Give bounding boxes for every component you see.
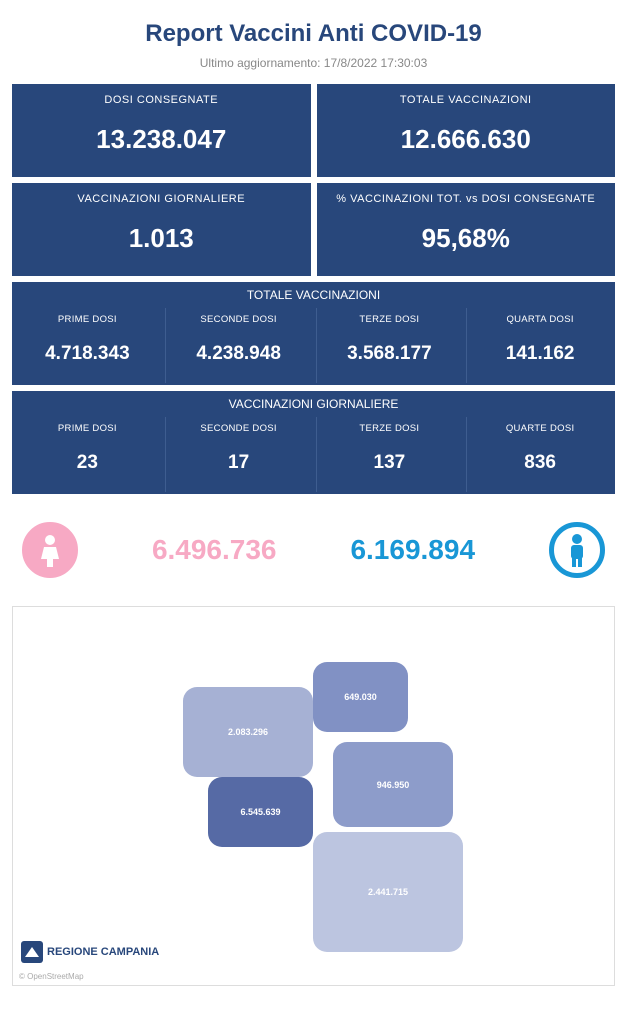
- dose-label: SECONDE DOSI: [168, 314, 310, 325]
- dose-cell: SECONDE DOSI 4.238.948: [165, 308, 312, 383]
- dose-cell: QUARTA DOSI 141.162: [466, 308, 613, 383]
- card-label: % VACCINAZIONI TOT. vs DOSI CONSEGNATE: [323, 193, 610, 205]
- last-updated: Ultimo aggiornamento: 17/8/2022 17:30:03: [12, 56, 615, 70]
- female-icon: [22, 522, 78, 578]
- dose-value: 17: [168, 452, 310, 474]
- card-value: 95,68%: [323, 223, 610, 254]
- card-delivered: DOSI CONSEGNATE 13.238.047: [12, 84, 311, 177]
- page-title: Report Vaccini Anti COVID-19: [12, 20, 615, 48]
- dose-value: 3.568.177: [319, 343, 461, 365]
- dose-cell: TERZE DOSI 3.568.177: [316, 308, 463, 383]
- dose-cell: QUARTE DOSI 836: [466, 417, 613, 492]
- dose-value: 836: [469, 452, 611, 474]
- card-daily: VACCINAZIONI GIORNALIERE 1.013: [12, 183, 311, 276]
- region-map: 2.083.296649.030 946.950 6.545.6392.441.71…: [12, 606, 615, 986]
- card-value: 13.238.047: [18, 124, 305, 155]
- dose-value: 4.718.343: [16, 343, 159, 365]
- dose-cell: PRIME DOSI 23: [14, 417, 161, 492]
- dose-cell: PRIME DOSI 4.718.343: [14, 308, 161, 383]
- card-label: TOTALE VACCINAZIONI: [323, 94, 610, 106]
- map-region: 649.030: [313, 662, 408, 732]
- dose-label: QUARTE DOSI: [469, 423, 611, 434]
- dose-value: 137: [319, 452, 461, 474]
- gender-row: 6.496.736 6.169.894: [22, 522, 605, 578]
- male-value: 6.169.894: [350, 534, 475, 566]
- total-doses-grid: PRIME DOSI 4.718.343 SECONDE DOSI 4.238.…: [12, 308, 615, 385]
- daily-doses-header: VACCINAZIONI GIORNALIERE: [12, 391, 615, 417]
- dose-value: 4.238.948: [168, 343, 310, 365]
- dose-value: 23: [16, 452, 159, 474]
- map-region: 2.083.296: [183, 687, 313, 777]
- dose-cell: SECONDE DOSI 17: [165, 417, 312, 492]
- dose-value: 141.162: [469, 343, 611, 365]
- map-region: 2.441.715: [313, 832, 463, 952]
- dose-label: TERZE DOSI: [319, 423, 461, 434]
- dose-label: SECONDE DOSI: [168, 423, 310, 434]
- male-icon: [549, 522, 605, 578]
- card-value: 12.666.630: [323, 124, 610, 155]
- map-region: 6.545.639: [208, 777, 313, 847]
- dose-label: PRIME DOSI: [16, 314, 159, 325]
- dose-label: PRIME DOSI: [16, 423, 159, 434]
- regione-logo: REGIONE CAMPANIA: [21, 941, 159, 963]
- dose-label: QUARTA DOSI: [469, 314, 611, 325]
- dose-cell: TERZE DOSI 137: [316, 417, 463, 492]
- dose-label: TERZE DOSI: [319, 314, 461, 325]
- total-doses-header: TOTALE VACCINAZIONI: [12, 282, 615, 308]
- daily-doses-grid: PRIME DOSI 23 SECONDE DOSI 17 TERZE DOSI…: [12, 417, 615, 494]
- summary-grid: DOSI CONSEGNATE 13.238.047 TOTALE VACCIN…: [12, 84, 615, 276]
- female-value: 6.496.736: [152, 534, 277, 566]
- map-region: 946.950: [333, 742, 453, 827]
- card-percent: % VACCINAZIONI TOT. vs DOSI CONSEGNATE 9…: [317, 183, 616, 276]
- card-value: 1.013: [18, 223, 305, 254]
- card-label: VACCINAZIONI GIORNALIERE: [18, 193, 305, 205]
- map-attribution: © OpenStreetMap: [19, 972, 84, 981]
- card-total: TOTALE VACCINAZIONI 12.666.630: [317, 84, 616, 177]
- card-label: DOSI CONSEGNATE: [18, 94, 305, 106]
